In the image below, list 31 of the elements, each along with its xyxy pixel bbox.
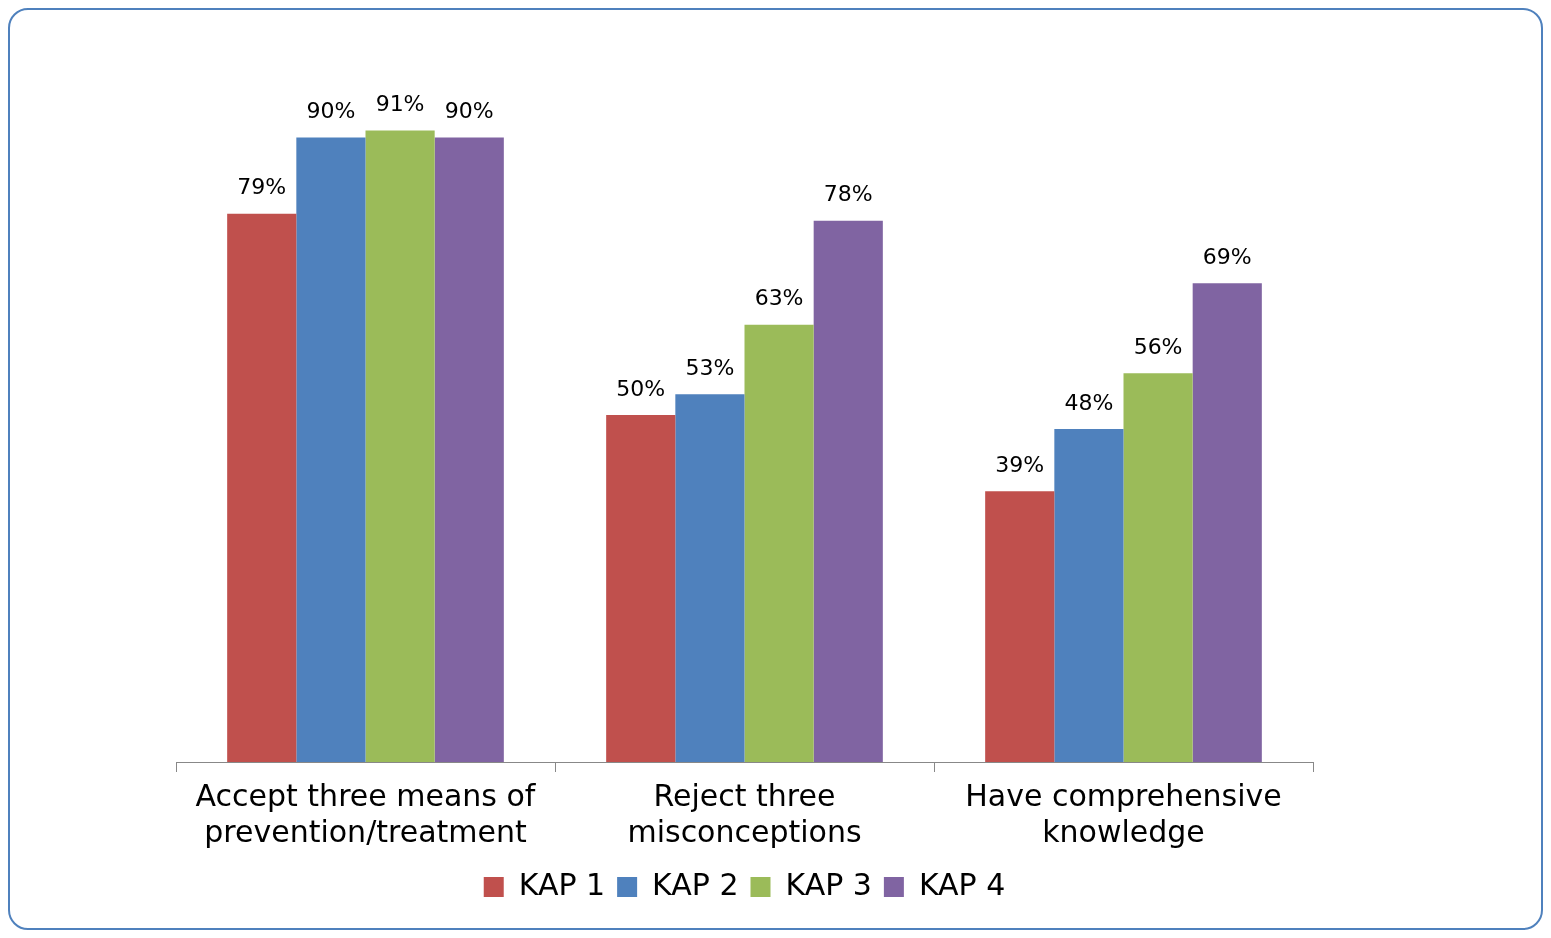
bar <box>1192 283 1262 762</box>
x-tick-label: Reject three misconceptions <box>627 777 862 849</box>
bar <box>606 415 676 762</box>
bar <box>744 324 814 762</box>
bar <box>985 491 1055 762</box>
bar <box>1054 428 1124 762</box>
legend-label: KAP 3 <box>785 866 872 902</box>
bar <box>675 394 745 762</box>
data-label: 69% <box>1202 243 1252 269</box>
x-tick-label: Have comprehensive knowledge <box>965 777 1282 849</box>
data-label: 53% <box>685 354 735 380</box>
bar <box>1123 373 1193 762</box>
bar <box>434 137 504 762</box>
data-label: 56% <box>1133 334 1183 360</box>
data-label: 50% <box>616 375 666 401</box>
data-label: 90% <box>444 98 494 124</box>
x-tick-label: Accept three means of prevention/treatment <box>195 777 537 849</box>
data-label: 90% <box>306 98 356 124</box>
bar <box>227 213 297 762</box>
legend-label: KAP 4 <box>918 866 1006 902</box>
legend-label: KAP 1 <box>518 866 606 902</box>
data-label: 91% <box>375 91 425 117</box>
legend-label: KAP 2 <box>652 866 739 902</box>
bar <box>813 220 883 762</box>
bar <box>296 137 366 762</box>
data-label: 39% <box>995 452 1045 478</box>
data-label: 79% <box>237 174 287 200</box>
data-label: 63% <box>754 285 804 311</box>
data-label: 78% <box>823 181 873 207</box>
data-label: 48% <box>1064 389 1114 415</box>
bar <box>365 130 435 762</box>
